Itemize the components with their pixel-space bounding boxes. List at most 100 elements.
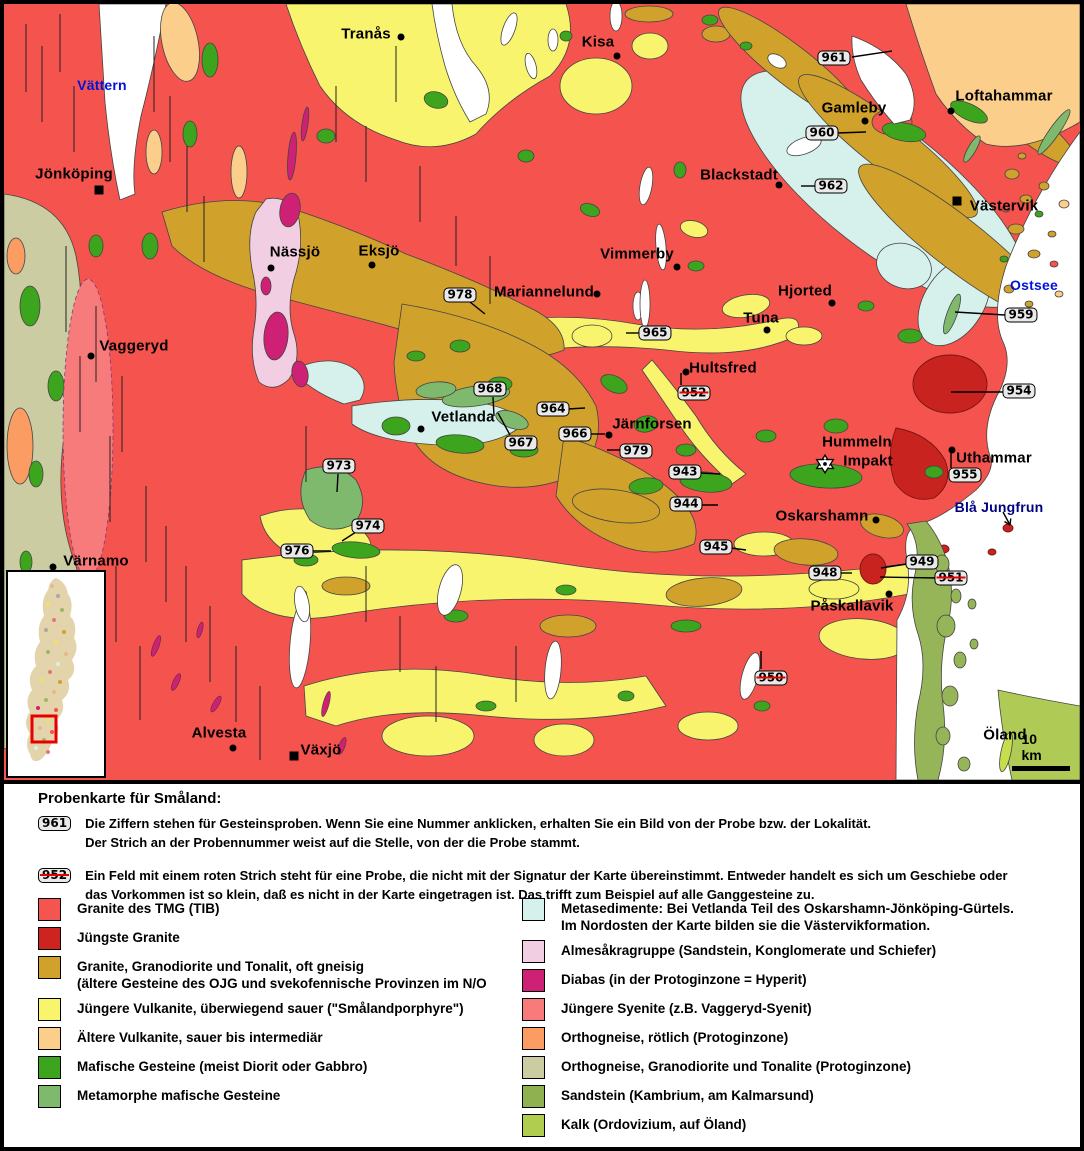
geology-canvas [4,4,1080,780]
legend-entry: Jüngere Vulkanite, überwiegend sauer ("S… [38,998,488,1021]
sample-badge-948[interactable]: 948 [808,565,842,581]
legend-entry: Metasedimente: Bei Vetlanda Teil des Osk… [522,898,1062,934]
legend-entry-text: Ältere Vulkanite, sauer bis intermediär [77,1030,323,1045]
legend-swatch [522,998,545,1021]
sample-badge-961[interactable]: 961 [817,50,851,66]
city-label-hummeln: Hummeln [822,433,892,451]
city-marker-dot-v-rnamo [49,563,57,571]
legend-notes: 961 Die Ziffern stehen für Gesteinsproben… [38,814,1048,918]
legend-swatch [38,998,61,1021]
legend-swatch [522,1114,545,1137]
city-label-v-xj: Växjö [300,741,342,759]
sample-badge-954[interactable]: 954 [1002,383,1036,399]
region-lakes-south [288,4,761,700]
legend-entry-text: Kalk (Ordovizium, auf Öland) [561,1117,747,1132]
sample-badge-951[interactable]: 951 [934,570,968,586]
sample-badge-965[interactable]: 965 [638,325,672,341]
sample-badge-976[interactable]: 976 [280,543,314,559]
fault-lines [25,14,517,760]
legend-swatch [38,1085,61,1108]
city-marker-square-v-stervik [952,196,962,206]
city-marker-dot-n-ssj [267,264,275,272]
legend-swatch [38,1056,61,1079]
sweden-silhouette [26,578,77,762]
city-label-eksj: Eksjö [358,242,400,260]
city-marker-square-j-nk-ping [94,185,104,195]
sample-badge-952[interactable]: 952 [677,385,711,401]
legend-swatch [522,969,545,992]
legend-entry-text: Granite, Granodiorite und Tonalit, oft g… [77,959,487,991]
city-marker-dot-vaggeryd [87,352,95,360]
legend-entry-text: Orthogneise, rötlich (Protoginzone) [561,1030,789,1045]
sample-badge-973[interactable]: 973 [322,458,356,474]
city-marker-dot-gamleby [861,117,869,125]
legend-entry: Granite des TMG (TIB) [38,898,488,921]
city-marker-dot-blackstadt [775,181,783,189]
legend-entry-text: Diabas (in der Protoginzone = Hyperit) [561,972,807,987]
city-marker-dot-p-skallavik [885,590,893,598]
city-label-vetlanda: Vetlanda [431,408,495,426]
city-label-alvesta: Alvesta [191,724,247,742]
sample-badge-962[interactable]: 962 [814,178,848,194]
legend-note-text: Die Ziffern stehen für Gesteinsproben. W… [85,816,872,850]
legend-note-badge-961: 961 [38,816,72,831]
city-label-p-skallavik: Påskallavik [810,597,894,615]
sample-badge-955[interactable]: 955 [948,467,982,483]
sample-badge-978[interactable]: 978 [443,287,477,303]
city-label-mariannelund: Mariannelund [494,283,594,301]
city-marker-dot-tran-s [397,33,405,41]
city-label-j-nk-ping: Jönköping [35,165,113,183]
sample-badge-949[interactable]: 949 [905,554,939,570]
sample-badge-950[interactable]: 950 [754,670,788,686]
region-lakes-north [98,4,248,201]
city-marker-dot-oskarshamn [872,516,880,524]
city-marker-dot-alvesta [229,744,237,752]
legend-note-952: 952 Ein Feld mit einem roten Strich steht… [38,866,1048,904]
legend-entry: Granite, Granodiorite und Tonalit, oft g… [38,956,488,992]
legend-swatch [38,956,61,979]
city-label-loftahammar: Loftahammar [955,87,1053,105]
sample-badge-945[interactable]: 945 [699,539,733,555]
sample-badge-960[interactable]: 960 [805,125,839,141]
city-marker-dot-tuna [763,326,771,334]
map: 10 km Vättern Tranås Kisa Loftahammar Gamleb… [4,4,1080,780]
city-label-oskarshamn: Oskarshamn [775,507,869,525]
sample-badge-944[interactable]: 944 [669,496,703,512]
legend-entry: Orthogneise, Granodiorite und Tonalite (… [522,1056,1062,1079]
legend-note-961: 961 Die Ziffern stehen für Gesteinsproben… [38,814,1048,852]
city-marker-dot-kisa [613,52,621,60]
scale-label: 10 km [1021,731,1042,763]
legend-entry-text: Jüngste Granite [77,930,180,945]
city-label-j-rnforsen: Järnforsen [612,415,692,433]
sample-badge-968[interactable]: 968 [473,381,507,397]
scale-bar [1012,766,1070,771]
legend-entry: Diabas (in der Protoginzone = Hyperit) [522,969,1062,992]
sample-badge-943[interactable]: 943 [668,464,702,480]
legend-entry-text: Mafische Gesteine (meist Diorit oder Gab… [77,1059,368,1074]
city-label-vimmerby: Vimmerby [600,245,674,263]
sample-badge-979[interactable]: 979 [619,443,653,459]
sample-badge-966[interactable]: 966 [558,426,592,442]
city-marker-dot-mariannelund [593,290,601,298]
legend-swatch [522,1027,545,1050]
city-label-blackstadt: Blackstadt [700,166,778,184]
legend-note-badge-952: 952 [38,868,72,883]
sample-badge-974[interactable]: 974 [351,518,385,534]
legend-swatch [522,1056,545,1079]
city-label-gamleby: Gamleby [821,99,887,117]
sample-badge-967[interactable]: 967 [504,435,538,451]
city-label-ostsee: Ostsee [1010,277,1058,293]
legend-entry-text: Almesåkragruppe (Sandstein, Konglomerate… [561,943,937,958]
legend-entry: Jüngste Granite [38,927,488,950]
legend-column-left: Granite des TMG (TIB) Jüngste Granite Gran… [38,898,488,1114]
region-young-granites [859,354,1014,585]
legend-entry: Almesåkragruppe (Sandstein, Konglomerate… [522,940,1062,963]
sample-badge-964[interactable]: 964 [536,401,570,417]
legend-title: Probenkarte für Småland: [38,790,222,807]
city-label-v-rnamo: Värnamo [63,552,129,570]
city-label-uthammar: Uthammar [956,449,1032,467]
sample-badge-959[interactable]: 959 [1004,307,1038,323]
city-label-n-ssj: Nässjö [269,243,321,261]
legend-swatch [522,1085,545,1108]
